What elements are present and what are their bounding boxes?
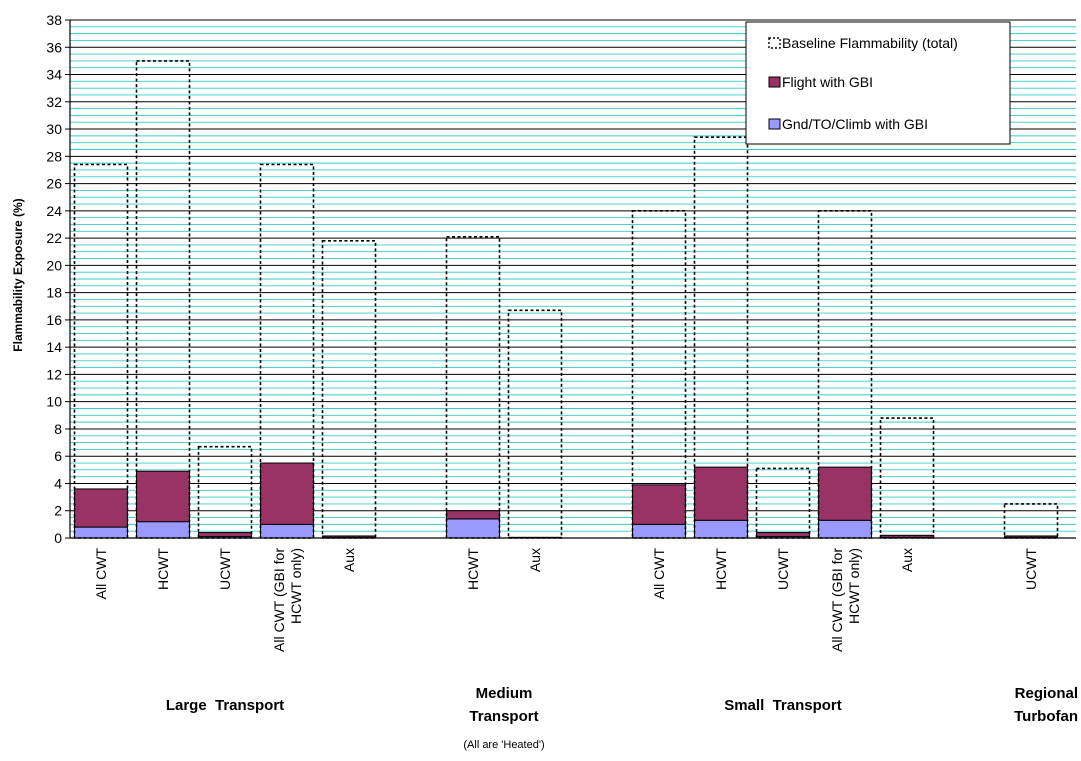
legend-label: Baseline Flammability (total) (782, 35, 958, 51)
bar-flight-with-gbi (74, 488, 128, 528)
y-tick-label: 10 (46, 394, 62, 410)
y-tick-label: 14 (46, 339, 62, 355)
bar-flight-with-gbi (260, 462, 314, 525)
y-tick-label: 22 (46, 230, 62, 246)
y-tick-label: 6 (54, 448, 62, 464)
group-label: Small Transport (724, 697, 842, 714)
bar-flight-with-gbi (322, 535, 376, 538)
category-label: HCWT (713, 548, 729, 590)
axes (69, 20, 1076, 539)
y-axis-label: Flammability Exposure (%) (11, 198, 25, 351)
y-tick-label: 28 (46, 148, 62, 164)
bar-flight-with-gbi (1004, 535, 1058, 538)
category-label: Aux (527, 548, 543, 572)
group-note: (All are 'Heated') (463, 739, 544, 751)
bar-ground-with-gbi (260, 523, 314, 539)
bar-flight-with-gbi (446, 510, 500, 520)
bar-flight-with-gbi (632, 484, 686, 525)
bar-flight-with-gbi (756, 532, 810, 538)
bar-ground-with-gbi (694, 519, 748, 539)
category-label: HCWT (155, 548, 171, 590)
y-tick-label: 30 (46, 121, 62, 137)
bar-baseline-flammability (631, 210, 687, 539)
category-label: UCWT (217, 548, 233, 590)
y-tick-label: 36 (46, 39, 62, 55)
bar-ground-with-gbi (446, 518, 500, 539)
bar-ground-with-gbi (818, 519, 872, 539)
bar-flight-with-gbi (818, 466, 872, 521)
y-tick-label: 38 (46, 12, 62, 28)
y-tick-label: 8 (54, 421, 62, 437)
y-tick-label: 20 (46, 257, 62, 273)
group-label: Medium Transport (469, 685, 538, 725)
y-tick-label: 0 (54, 530, 62, 546)
legend-box (745, 21, 1011, 145)
group-label: Large Transport (166, 697, 284, 714)
category-label: UCWT (1023, 548, 1039, 590)
bar-baseline-flammability (507, 309, 563, 539)
category-label: All CWT (651, 548, 667, 600)
y-tick-label: 26 (46, 176, 62, 192)
y-tick-label: 32 (46, 94, 62, 110)
y-tick-label: 16 (46, 312, 62, 328)
y-tick-label: 12 (46, 366, 62, 382)
bar-ground-with-gbi (632, 523, 686, 539)
category-label: All CWT (93, 548, 109, 600)
y-tick-label: 18 (46, 285, 62, 301)
bar-baseline-flammability (817, 210, 873, 539)
bar-ground-with-gbi (136, 521, 190, 539)
group-label: Regional Turbofan (1014, 685, 1078, 725)
legend-label: Flight with GBI (782, 74, 873, 90)
bar-ground-with-gbi (74, 526, 128, 539)
y-tick-label: 2 (54, 503, 62, 519)
category-label: UCWT (775, 548, 791, 590)
y-tick-label: 4 (54, 475, 62, 491)
bar-flight-with-gbi (880, 534, 934, 538)
gridlines (70, 19, 1076, 539)
category-labels: All CWT HCWT UCWT All CWT (GBI forHCWT only… (93, 548, 1039, 652)
group-labels: Large Transport Medium Transport (All are '… (166, 685, 1078, 751)
category-label: HCWT (465, 548, 481, 590)
category-label: All CWT (GBI forHCWT only) (271, 548, 304, 652)
category-label: All CWT (GBI forHCWT only) (829, 548, 862, 652)
legend-swatch-flight (768, 76, 781, 88)
category-label: Aux (341, 548, 357, 572)
bars (73, 60, 1059, 539)
bar-flight-with-gbi (136, 470, 190, 523)
legend-label: Gnd/TO/Climb with GBI (782, 116, 928, 132)
legend-swatch-baseline (768, 37, 781, 49)
legend-swatch-ground (768, 118, 781, 130)
bar-flight-with-gbi (694, 466, 748, 521)
y-tick-label: 34 (46, 67, 62, 83)
legend: Baseline Flammability (total) Flight with… (745, 21, 1011, 145)
bar-flight-with-gbi (198, 532, 252, 538)
category-label: Aux (899, 548, 915, 572)
y-tick-label: 24 (46, 203, 62, 219)
